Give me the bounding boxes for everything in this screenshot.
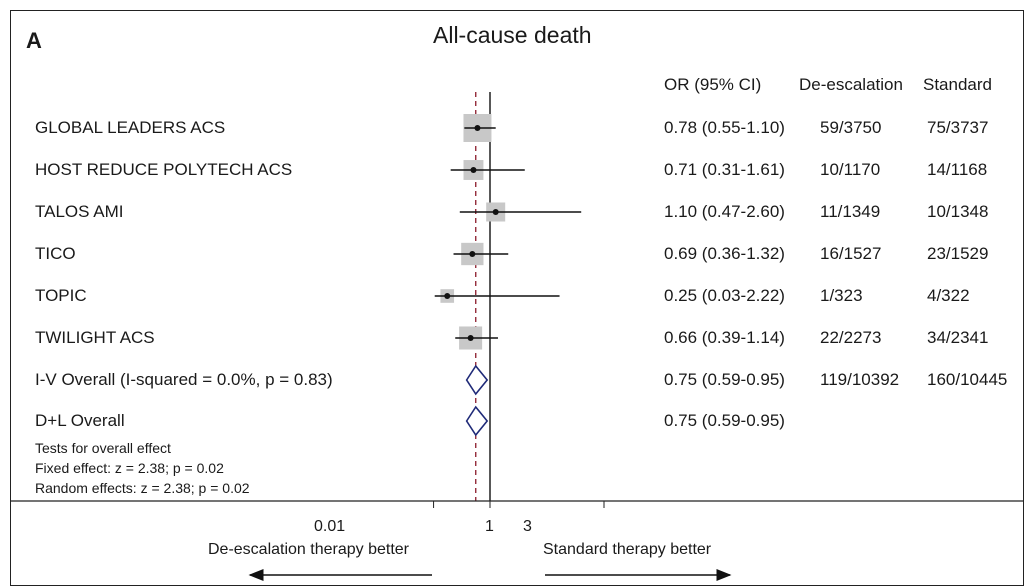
study-std-events: 14/1168 (927, 160, 988, 179)
test-fixed-effect: Fixed effect: z = 2.38; p = 0.02 (35, 460, 224, 476)
test-random-effects: Random effects: z = 2.38; p = 0.02 (35, 480, 250, 496)
header-or-ci: OR (95% CI) (664, 75, 762, 94)
study-std-events: 75/3737 (927, 118, 989, 137)
overall-std-events: 160/10445 (927, 370, 1008, 389)
study-ci-text: 1.10 (0.47-2.60) (664, 202, 785, 221)
study-std-events: 10/1348 (927, 202, 989, 221)
study-deesc-events: 11/1349 (820, 202, 881, 221)
study-deesc-events: 22/2273 (820, 328, 882, 347)
study-ci-text: 0.71 (0.31-1.61) (664, 160, 785, 179)
study-std-events: 4/322 (927, 286, 970, 305)
chart-title: All-cause death (433, 22, 592, 48)
study-label: TICO (35, 244, 76, 263)
study-std-events: 34/2341 (927, 328, 989, 347)
study-label: TALOS AMI (35, 202, 124, 221)
study-point (444, 293, 451, 299)
study-deesc-events: 59/3750 (820, 118, 882, 137)
study-point (469, 251, 476, 257)
study-label: TWILIGHT ACS (35, 328, 155, 347)
overall-label: D+L Overall (35, 411, 125, 430)
study-point (492, 209, 499, 215)
overall-deesc-events: 119/10392 (820, 370, 900, 389)
study-deesc-events: 16/1527 (820, 244, 882, 263)
header-de-escalation: De-escalation (799, 75, 903, 94)
study-label: TOPIC (35, 286, 87, 305)
study-ci-text: 0.66 (0.39-1.14) (664, 328, 785, 347)
left-direction-label: De-escalation therapy better (208, 541, 409, 558)
study-std-events: 23/1529 (927, 244, 989, 263)
header-standard: Standard (923, 75, 992, 94)
study-label: GLOBAL LEADERS ACS (35, 118, 226, 137)
x-tick-label: 0.01 (314, 518, 346, 535)
tests-heading: Tests for overall effect (35, 440, 171, 456)
right-direction-label: Standard therapy better (543, 541, 712, 558)
x-tick-label: 3 (523, 518, 532, 535)
overall-diamond (465, 364, 489, 396)
study-label: HOST REDUCE POLYTECH ACS (35, 160, 293, 179)
panel-label: A (26, 28, 42, 53)
study-ci-text: 0.25 (0.03-2.22) (664, 286, 785, 305)
study-point (470, 167, 477, 173)
overall-ci-text: 0.75 (0.59-0.95) (664, 411, 785, 430)
study-point (467, 335, 474, 341)
overall-ci-text: 0.75 (0.59-0.95) (664, 370, 785, 389)
overall-diamond (465, 405, 489, 437)
study-ci-text: 0.78 (0.55-1.10) (664, 118, 785, 137)
figure-frame (10, 10, 1024, 586)
study-deesc-events: 1/323 (820, 286, 863, 305)
overall-label: I-V Overall (I-squared = 0.0%, p = 0.83) (35, 370, 333, 389)
study-deesc-events: 10/1170 (820, 160, 881, 179)
study-ci-text: 0.69 (0.36-1.32) (664, 244, 785, 263)
x-tick-label: 1 (485, 518, 494, 535)
study-point (474, 125, 481, 131)
